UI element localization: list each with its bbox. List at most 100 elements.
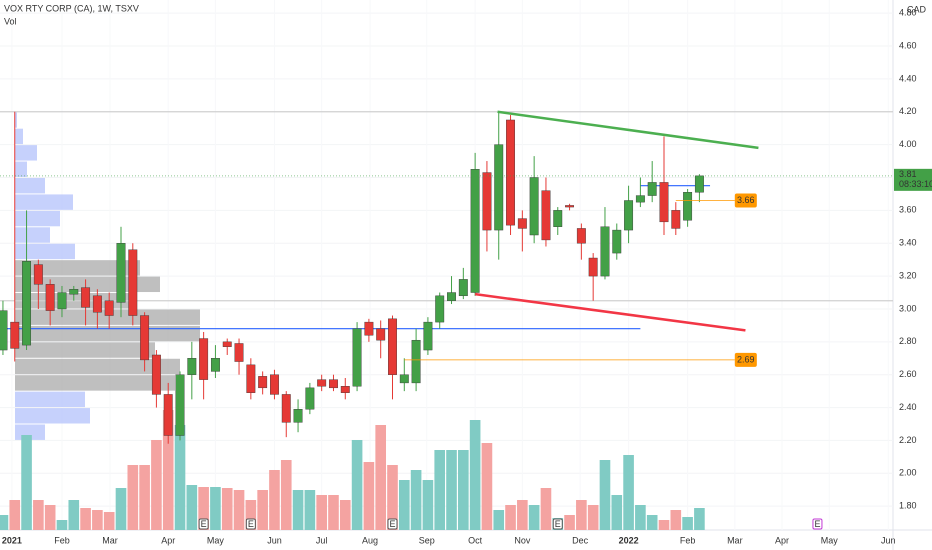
volume-bar [564, 515, 575, 530]
volume-bar [611, 495, 623, 530]
x-tick-label: Jul [316, 535, 328, 545]
x-tick-label: Mar [102, 535, 118, 545]
candle-body [116, 243, 126, 303]
candle-body [376, 328, 386, 341]
candle-body [506, 119, 515, 226]
volume-profile-bar [15, 342, 155, 358]
candle-body [399, 374, 409, 384]
volume-profile-bar [15, 194, 73, 210]
volume-bar [351, 440, 363, 530]
candle-body [388, 318, 397, 375]
volume-profile-bar [15, 408, 90, 424]
volume-bar [21, 435, 32, 530]
volume-bar [493, 510, 505, 530]
volume-bar [576, 500, 587, 530]
event-label: E [248, 519, 254, 529]
candle-body [541, 190, 551, 241]
candle-body [470, 169, 480, 293]
volume-bar [210, 487, 221, 530]
candle-body [151, 354, 161, 395]
x-tick-label: Mar [727, 535, 743, 545]
candle-body [364, 321, 374, 336]
x-tick-label: Apr [161, 535, 175, 545]
volume-bar [127, 465, 139, 530]
volume-bar [387, 465, 398, 530]
candle-body [128, 249, 138, 316]
candle-body [293, 409, 303, 423]
currency: CAD [907, 4, 927, 14]
price-label-box [734, 193, 757, 208]
x-tick-label: Feb [680, 535, 696, 545]
candle-body [81, 287, 91, 308]
candle-body [671, 210, 681, 229]
volume-bar [635, 505, 646, 530]
volume-bar [162, 410, 174, 530]
candle-body [246, 364, 256, 393]
volume-profile-bar [15, 161, 27, 177]
candle-body [683, 192, 693, 221]
volume-bar [33, 500, 44, 530]
trend-line [497, 110, 759, 150]
candle-body [494, 144, 504, 231]
volume-bar [316, 495, 327, 530]
candle-body [92, 295, 102, 313]
chart-title: VOX RTY CORP (CA), 1W, TSXV [4, 3, 139, 13]
event-label: E [814, 519, 820, 529]
y-tick-label: 2.00 [899, 468, 917, 478]
candle-body [258, 376, 268, 389]
y-tick-label: 4.00 [899, 139, 917, 149]
candle-body [210, 358, 220, 372]
volume-bar [339, 500, 351, 530]
volume-bar [469, 420, 481, 530]
y-tick-label: 1.80 [899, 501, 917, 511]
x-tick-label: Aug [362, 535, 378, 545]
y-tick-label: 3.00 [899, 303, 917, 313]
candle-body [635, 195, 645, 203]
volume-bar [245, 500, 257, 530]
y-tick-label: 3.20 [899, 270, 917, 280]
volume-profile-bar [15, 210, 60, 227]
candle-body [659, 182, 669, 223]
volume-bar [505, 505, 516, 530]
candle-body [175, 374, 185, 436]
x-tick-label: Oct [468, 535, 483, 545]
event-marker [812, 518, 823, 530]
volume-bar [280, 460, 292, 530]
candle-body [482, 172, 492, 231]
candle-body [517, 218, 527, 229]
candle-body [340, 386, 350, 393]
volume-profile-bar [15, 112, 17, 128]
volume-bar [0, 515, 9, 530]
volume-profile-bar [15, 358, 180, 375]
volume-bar [269, 470, 280, 530]
volume-profile-bar [15, 375, 175, 391]
volume-bar [103, 512, 115, 530]
candle-body [45, 284, 55, 311]
event-label: E [389, 519, 395, 529]
volume-bar [115, 488, 127, 530]
volume-bar [434, 450, 446, 530]
event-label: E [555, 519, 561, 529]
y-tick-label: 2.60 [899, 369, 917, 379]
price-label: 2.69 [737, 354, 755, 364]
candle-body [447, 292, 456, 301]
volume-bar [658, 520, 670, 530]
volume-bar [68, 500, 80, 530]
volume-bar [186, 485, 198, 530]
candle-body [600, 226, 610, 277]
volume-profile-bar [15, 128, 23, 145]
volume-bar [599, 460, 611, 530]
candle-body [0, 310, 8, 351]
volume-profile-bar [15, 260, 140, 276]
volume-bar [80, 508, 91, 530]
candle-body [10, 321, 20, 349]
volume-bar [682, 517, 693, 530]
volume-bar [646, 515, 658, 530]
candle-body [270, 374, 279, 395]
volume-bar [257, 490, 268, 530]
candle-body [411, 339, 421, 384]
y-tick-label: 2.20 [899, 435, 917, 445]
volume-bar [446, 450, 457, 530]
x-tick-label: Nov [514, 535, 531, 545]
candle-body [352, 328, 362, 387]
